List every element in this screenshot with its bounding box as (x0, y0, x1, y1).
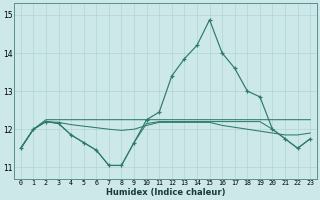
X-axis label: Humidex (Indice chaleur): Humidex (Indice chaleur) (106, 188, 225, 197)
